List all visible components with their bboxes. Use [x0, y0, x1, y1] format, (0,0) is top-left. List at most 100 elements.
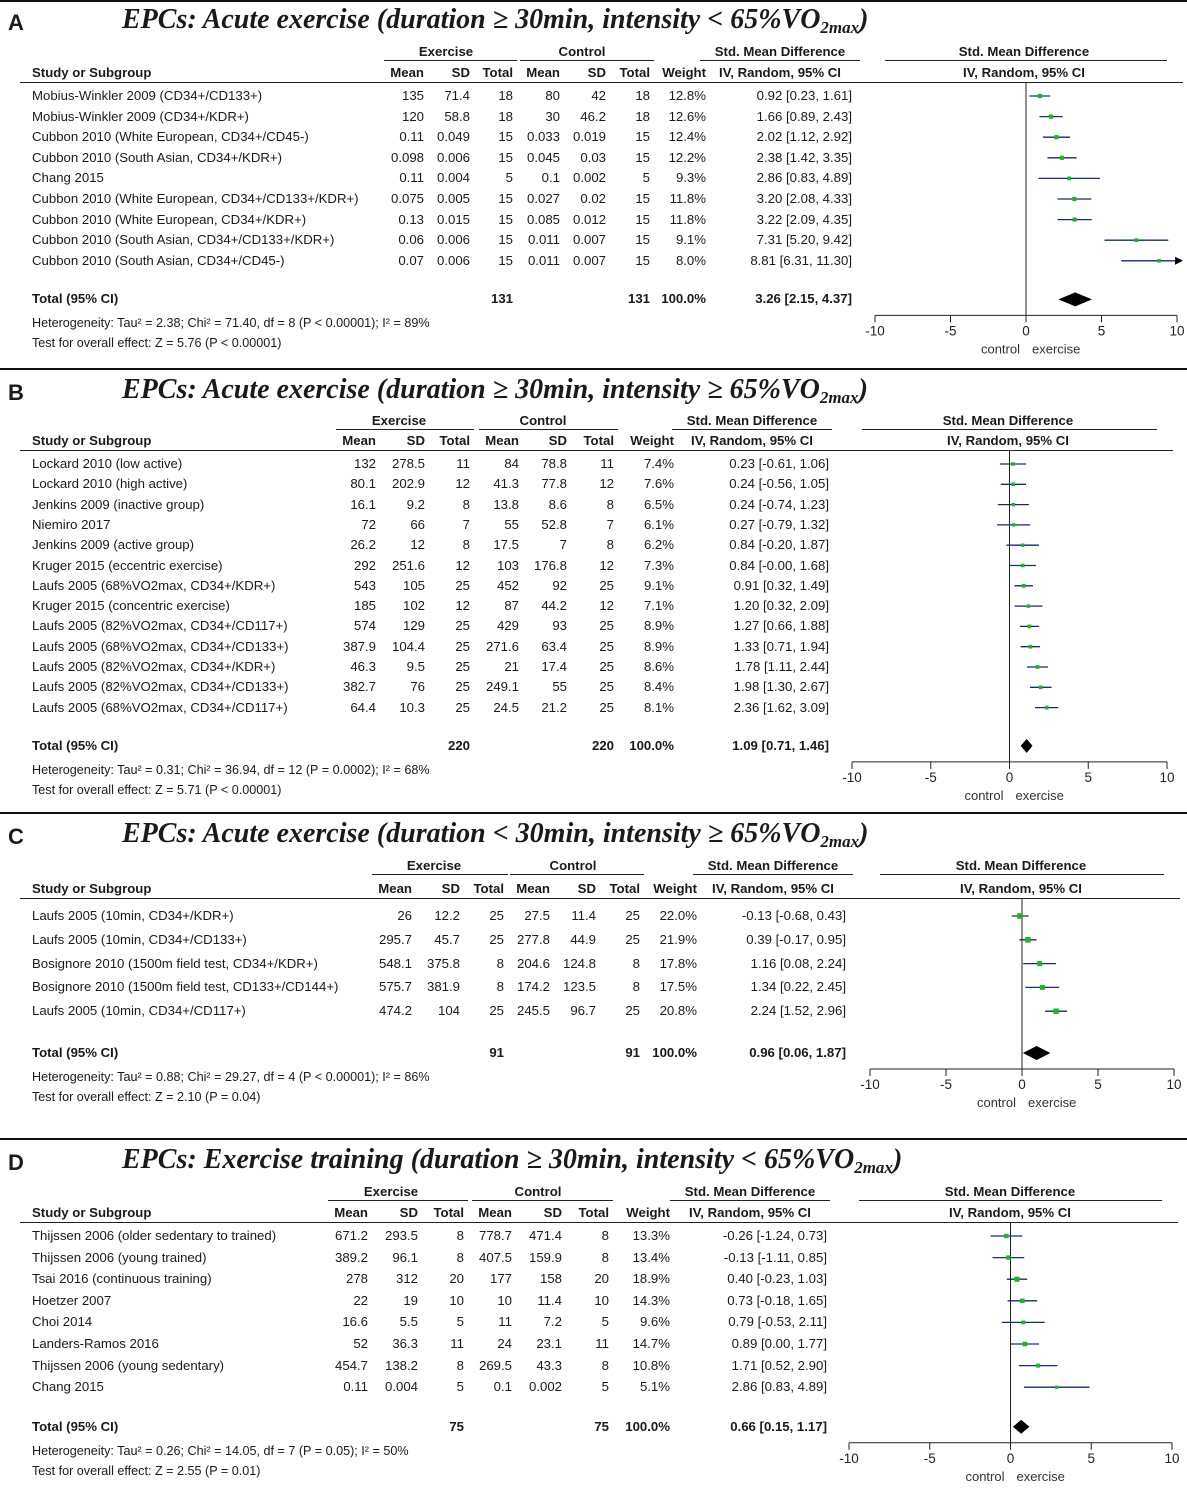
row-control-mean: 10 — [497, 1292, 512, 1308]
point-marker — [1059, 155, 1065, 160]
row-control-mean: 80 — [545, 88, 560, 103]
row-control-total: 15 — [635, 252, 650, 268]
row-study: Choi 2014 — [32, 1314, 93, 1330]
row-control-mean: 24 — [497, 1336, 512, 1351]
row-exercise-mean: 64.4 — [350, 699, 376, 715]
row-weight: 21.9% — [659, 931, 697, 947]
header-control-total: Total — [619, 65, 650, 80]
x-tick-label: -5 — [944, 323, 956, 338]
header-exercise-total: Total — [439, 433, 470, 448]
row-exercise-sd: 0.006 — [436, 149, 470, 165]
header-underline-smd — [672, 429, 832, 430]
point-marker — [1012, 523, 1016, 527]
panel-title: EPCs: Exercise training (duration ≥ 30mi… — [122, 1144, 902, 1178]
row-weight: 17.5% — [659, 979, 697, 995]
row-study: Jenkins 2009 (inactive group) — [32, 496, 205, 512]
row-ci-text: 0.92 [0.23, 1.61] — [756, 88, 852, 103]
header-underline-control — [479, 429, 618, 430]
x-tick-label: -5 — [924, 1451, 936, 1466]
x-tick-label: 10 — [1166, 1077, 1181, 1092]
row-exercise-total: 20 — [449, 1271, 464, 1287]
panel-title: EPCs: Acute exercise (duration ≥ 30min, … — [122, 4, 868, 38]
point-marker — [1072, 196, 1077, 202]
row-ci-text: 8.81 [6.31, 11.30] — [750, 252, 852, 268]
point-marker — [1072, 217, 1077, 222]
row-ci-text: 0.40 [-0.23, 1.03] — [727, 1271, 827, 1287]
row-exercise-mean: 52 — [353, 1336, 368, 1351]
header-underline-exercise — [336, 429, 474, 430]
row-study: Bosignore 2010 (1500m field test, CD34+/… — [32, 955, 318, 971]
row-exercise-mean: 0.11 — [343, 1379, 368, 1395]
row-control-sd: 159.9 — [528, 1249, 562, 1265]
row-exercise-sd: 96.1 — [392, 1249, 418, 1265]
row-weight: 12.2% — [668, 149, 706, 165]
panel-title-close: ) — [859, 818, 869, 849]
row-study: Laufs 2005 (82%VO2max, CD34+/CD133+) — [32, 679, 289, 695]
row-exercise-mean: 22 — [353, 1292, 368, 1308]
total-weight: 100.0% — [629, 737, 674, 753]
x-tick-label: 0 — [1007, 1451, 1015, 1466]
point-marker — [1157, 258, 1161, 263]
x-tick-label: -10 — [842, 770, 862, 785]
row-study: Thijssen 2006 (older sedentary to traine… — [32, 1228, 277, 1243]
header-study: Study or Subgroup — [32, 433, 152, 448]
header-control: Control — [549, 858, 597, 873]
row-control-sd: 7 — [559, 537, 567, 553]
row-ci-text: 1.78 [1.11, 2.44] — [734, 659, 829, 674]
overall-effect-text: Test for overall effect: Z = 5.71 (P < 0… — [32, 782, 282, 797]
point-marker — [1017, 913, 1023, 919]
header-method: IV, Random, 95% CI — [691, 433, 813, 448]
row-ci-text: 0.39 [-0.17, 0.95] — [746, 931, 846, 947]
row-ci-text: 0.23 [-0.61, 1.06] — [729, 456, 829, 471]
x-tick-label: 10 — [1159, 770, 1174, 785]
row-control-sd: 0.007 — [572, 232, 606, 248]
row-exercise-sd: 9.5 — [406, 659, 425, 674]
point-marker — [1021, 543, 1025, 547]
row-exercise-total: 8 — [462, 537, 470, 553]
row-ci-text: 1.33 [0.71, 1.94] — [733, 638, 829, 654]
total-exercise: 75 — [449, 1418, 464, 1434]
row-weight: 11.8% — [669, 191, 706, 206]
row-exercise-mean: 80.1 — [350, 476, 376, 492]
panel-letter: B — [8, 380, 24, 405]
row-exercise-total: 12 — [455, 557, 470, 573]
header-underline-plot — [862, 429, 1157, 430]
row-control-mean: 0.085 — [526, 211, 560, 227]
favours-exercise-label: exercise — [1032, 341, 1080, 356]
total-ci-text: 0.96 [0.06, 1.87] — [749, 1045, 846, 1060]
row-control-sd: 46.2 — [580, 108, 606, 124]
row-control-sd: 44.9 — [570, 931, 596, 947]
total-weight: 100.0% — [661, 291, 706, 307]
row-exercise-sd: 0.006 — [436, 252, 470, 268]
favours-control-label: control — [977, 1095, 1016, 1110]
point-marker — [1053, 1008, 1059, 1014]
x-tick-label: -10 — [860, 1077, 880, 1092]
row-exercise-total: 25 — [489, 1003, 504, 1019]
row-ci-text: 0.84 [-0.20, 1.87] — [729, 537, 829, 553]
row-control-mean: 0.027 — [526, 191, 560, 206]
row-ci-text: 0.91 [0.32, 1.49] — [733, 577, 829, 593]
row-control-total: 8 — [606, 537, 614, 553]
header-control-total: Total — [583, 433, 614, 448]
point-marker — [1036, 1363, 1041, 1368]
row-ci-text: 2.02 [1.12, 2.92] — [756, 129, 852, 145]
row-control-mean: 0.1 — [541, 170, 560, 186]
total-ci-text: 1.09 [0.71, 1.46] — [732, 737, 829, 753]
row-control-mean: 407.5 — [478, 1249, 512, 1265]
row-control-mean: 277.8 — [516, 931, 550, 947]
row-control-sd: 44.2 — [541, 598, 567, 614]
row-control-total: 25 — [625, 931, 640, 947]
row-exercise-sd: 0.004 — [384, 1379, 418, 1395]
row-exercise-mean: 548.1 — [378, 955, 412, 971]
x-tick-label: -10 — [839, 1451, 859, 1466]
header-underline-smd — [700, 60, 860, 61]
row-control-total: 5 — [601, 1379, 609, 1395]
header-control-mean: Mean — [478, 1205, 512, 1220]
x-tick-label: -10 — [865, 323, 885, 338]
point-marker — [1038, 685, 1043, 690]
row-weight: 8.1% — [643, 699, 674, 715]
row-control-total: 15 — [635, 211, 650, 227]
header-control: Control — [514, 1184, 562, 1199]
point-marker — [1134, 238, 1139, 243]
total-diamond — [1020, 738, 1033, 753]
